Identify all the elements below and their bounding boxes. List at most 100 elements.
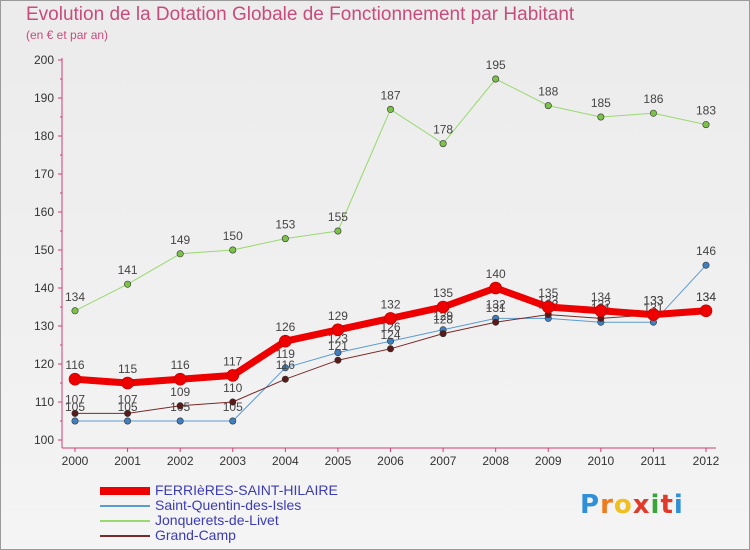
series-3-label-2002: 116 (171, 358, 190, 372)
series-3-point-2006 (384, 312, 397, 325)
y-tick-label-130: 130 (34, 319, 54, 333)
series-2-label-2001: 141 (118, 263, 138, 277)
series-3-label-2005: 129 (328, 309, 348, 323)
series-3-label-2011: 133 (643, 294, 663, 308)
series-1-point-2004 (281, 375, 289, 383)
series-3-point-2001 (121, 376, 134, 390)
series-1-point-2001 (124, 409, 132, 417)
series-0-point-2001 (124, 417, 132, 425)
series-3-label-2012: 134 (696, 290, 716, 304)
series-0-label-2012: 146 (696, 244, 716, 258)
series-0-point-2006 (386, 337, 394, 345)
series-2-point-2009 (544, 102, 552, 110)
series-0-point-2002 (176, 417, 184, 425)
proxiti-logo: Proxiti (580, 490, 684, 520)
series-3-point-2008 (489, 281, 502, 295)
series-1-label-2001: 107 (118, 392, 138, 406)
x-tick-label-2010: 2010 (587, 454, 614, 468)
x-tick-label-2001: 2001 (114, 454, 141, 468)
series-3-label-2009: 135 (538, 286, 558, 300)
series-2-point-2007 (439, 140, 447, 148)
series-1-point-2008 (492, 318, 500, 326)
series-2-label-2006: 187 (380, 88, 400, 102)
series-3-label-2003: 117 (223, 354, 242, 368)
logo-letter: i (650, 490, 661, 520)
series-0-label-2008: 132 (486, 297, 506, 311)
x-tick-label-2003: 2003 (219, 454, 246, 468)
series-1-label-2005: 121 (328, 339, 348, 353)
y-tick-label-140: 140 (34, 281, 54, 295)
y-tick-label-160: 160 (34, 205, 54, 219)
series-1-label-2007: 128 (433, 313, 453, 327)
y-tick-label-150: 150 (34, 243, 54, 257)
series-2-label-2003: 150 (223, 229, 243, 243)
series-0-label-2003: 105 (223, 400, 243, 414)
series-3-label-2007: 135 (433, 286, 453, 300)
series-3-point-2012 (699, 304, 713, 318)
series-2-label-2011: 186 (643, 92, 663, 106)
legend-swatch (100, 535, 150, 537)
series-3-point-2007 (436, 300, 450, 314)
series-1-point-2006 (386, 345, 394, 353)
series-2-point-2011 (649, 109, 657, 117)
x-tick-label-2004: 2004 (272, 454, 299, 468)
legend-label: Grand-Camp (155, 527, 236, 543)
series-2-label-2007: 178 (433, 123, 453, 137)
y-tick-label-170: 170 (34, 167, 54, 181)
series-2-point-2001 (124, 280, 132, 288)
series-2-point-2008 (492, 75, 500, 83)
series-0-point-2000 (71, 417, 79, 425)
series-3-point-2011 (647, 308, 660, 321)
series-0-label-2004: 119 (276, 347, 295, 361)
series-1-label-2006: 124 (380, 328, 400, 342)
series-0-point-2005 (334, 349, 342, 357)
series-3-label-2001: 115 (118, 362, 137, 376)
series-1-label-2012: 134 (696, 290, 716, 304)
logo-letter: r (600, 490, 614, 520)
series-3-label-2000: 116 (65, 358, 84, 372)
y-tick-label-110: 110 (35, 395, 54, 409)
series-1-point-2003 (229, 398, 237, 406)
logo-letter: o (613, 490, 633, 520)
series-3-label-2010: 134 (591, 290, 611, 304)
series-1-label-2003: 110 (223, 381, 242, 395)
series-2-point-2005 (334, 227, 342, 235)
chart-title: Evolution de la Dotation Globale de Fonc… (26, 4, 575, 25)
series-1-label-2000: 107 (65, 392, 85, 406)
series-0-label-2007: 129 (433, 309, 453, 323)
series-2-label-2009: 188 (538, 85, 558, 99)
series-3-point-2005 (331, 323, 345, 337)
logo-letter: t (660, 490, 674, 520)
y-tick-label-100: 100 (34, 433, 54, 447)
y-tick-label-180: 180 (34, 129, 54, 143)
series-2-label-2010: 185 (591, 96, 611, 110)
legend-label: FERRIèRES-SAINT-HILAIRE (155, 482, 338, 498)
series-3-label-2004: 126 (275, 320, 295, 334)
logo-letter: i (673, 490, 684, 520)
series-1-point-2002 (176, 402, 184, 410)
series-1-point-2005 (334, 356, 342, 364)
series-3-point-2000 (68, 372, 82, 386)
series-1-point-2000 (71, 409, 79, 417)
series-0-label-2000: 105 (65, 400, 85, 414)
series-2-label-2012: 183 (696, 104, 716, 118)
series-1-label-2008: 131 (486, 301, 506, 315)
series-line-2 (74, 78, 707, 312)
legend-label: Saint-Quentin-des-Isles (155, 497, 302, 513)
series-0-point-2012 (702, 261, 710, 269)
logo-letter: x (632, 490, 651, 520)
series-1-label-2002: 109 (170, 385, 190, 399)
series-2-label-2002: 149 (170, 233, 190, 247)
series-0-point-2004 (281, 364, 289, 372)
x-tick-label-2006: 2006 (377, 454, 404, 468)
series-2-label-2008: 195 (486, 58, 506, 72)
series-3-label-2008: 140 (486, 267, 506, 281)
legend-swatch (100, 505, 150, 507)
series-3-point-2002 (173, 372, 187, 386)
x-tick-label-2002: 2002 (167, 454, 194, 468)
y-tick-label-190: 190 (34, 91, 54, 105)
x-tick-label-2009: 2009 (535, 454, 562, 468)
series-2-point-2006 (386, 105, 394, 113)
